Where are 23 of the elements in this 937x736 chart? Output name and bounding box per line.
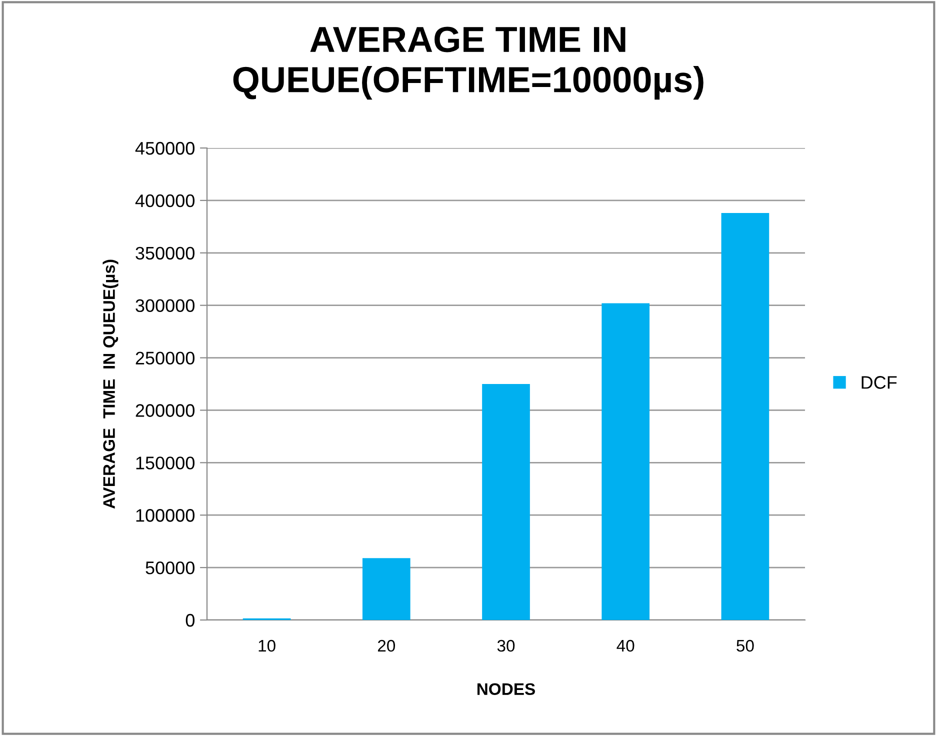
- x-tick-label: 50: [736, 640, 754, 652]
- y-tick-label: 400000: [135, 194, 194, 208]
- x-tick-label: 30: [497, 640, 515, 652]
- x-tick-label: 10: [258, 640, 276, 652]
- bar: [362, 558, 410, 620]
- x-axis-title: NODES: [477, 683, 535, 695]
- legend-label: DCF: [862, 376, 897, 389]
- chart-title: AVERAGE TIME IN QUEUE(OFFTIME=10000µs): [233, 26, 704, 100]
- bar: [602, 303, 650, 620]
- y-tick-label: 100000: [136, 509, 194, 522]
- y-tick-label: 0: [186, 614, 194, 627]
- y-tick-label: 50000: [146, 561, 194, 574]
- bar: [721, 213, 770, 620]
- y-tick-label: 300000: [136, 299, 194, 312]
- bar: [482, 384, 530, 620]
- x-tick-label: 20: [378, 640, 396, 652]
- y-tick-label: 150000: [136, 456, 194, 470]
- y-tick-label: 200000: [136, 404, 194, 417]
- y-tick-label: 250000: [136, 352, 194, 364]
- y-tick-label: 450000: [135, 142, 194, 155]
- x-tick-label: 40: [616, 640, 634, 652]
- y-axis-title: AVERAGE TIME IN QUEUE(µs): [102, 260, 118, 509]
- y-tick-label: 350000: [136, 246, 194, 260]
